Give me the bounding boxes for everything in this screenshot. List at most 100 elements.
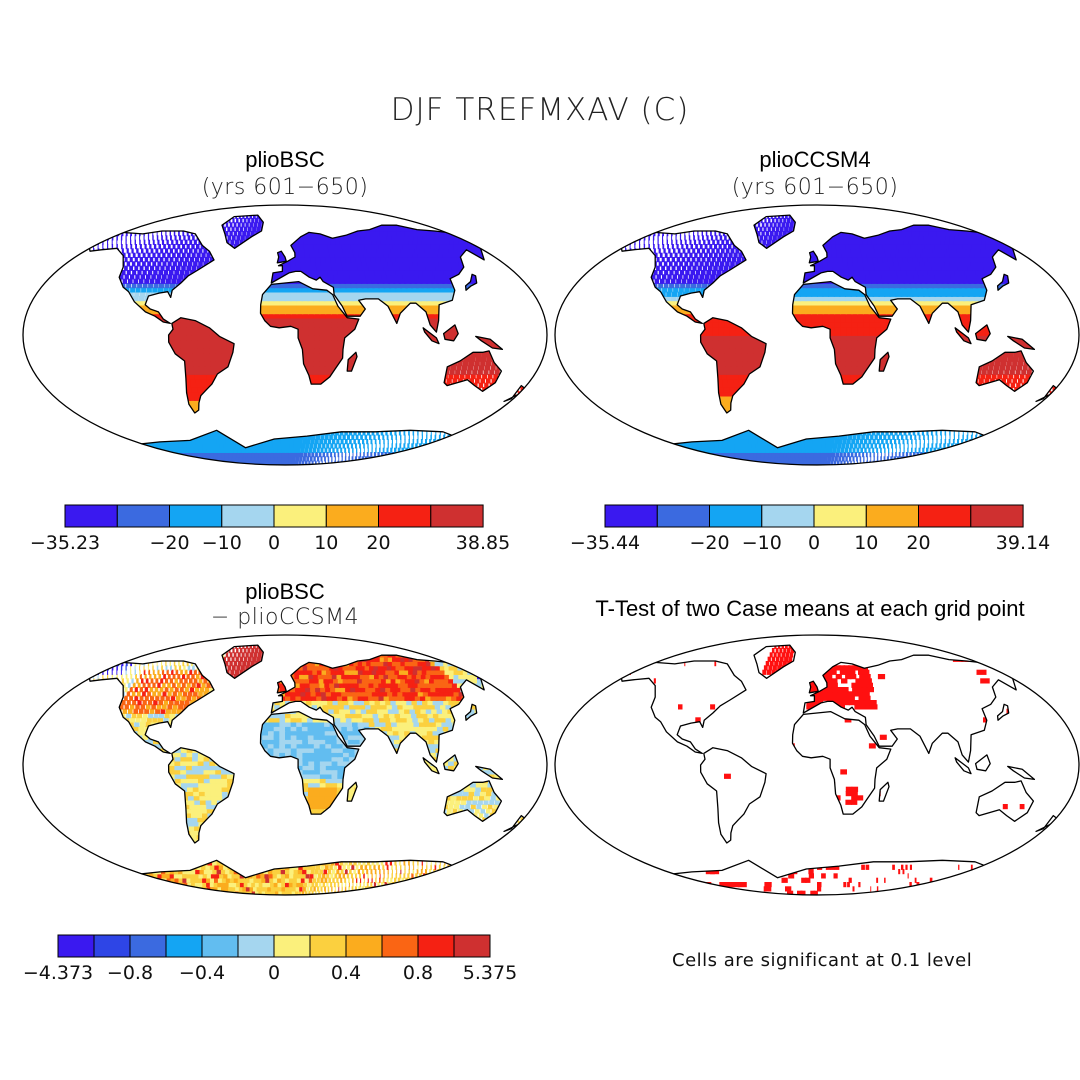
grid-cell (238, 322, 246, 328)
grid-cell (296, 382, 303, 388)
grid-cell (509, 313, 518, 319)
grid-cell (29, 344, 36, 349)
grid-cell (456, 231, 468, 237)
grid-cell (356, 452, 358, 458)
grid-cell (393, 365, 400, 371)
grid-cell (505, 257, 516, 263)
grid-cell (191, 387, 200, 393)
grid-cell (51, 292, 56, 297)
grid-cell (296, 452, 301, 458)
grid-cell (485, 257, 496, 263)
grid-cell (380, 374, 387, 380)
grid-cell (116, 339, 124, 345)
grid-cell (417, 434, 419, 440)
grid-cell (527, 357, 533, 362)
grid-cell (180, 330, 187, 336)
grid-cell (221, 270, 228, 276)
grid-cell (234, 300, 241, 306)
grid-cell (314, 326, 321, 332)
grid-cell (246, 421, 254, 427)
grid-cell (362, 265, 371, 271)
grid-cell (314, 252, 321, 258)
grid-cell (285, 335, 292, 341)
grid-cell (290, 261, 297, 267)
grid-cell (132, 270, 137, 276)
grid-cell (169, 400, 177, 406)
grid-cell (429, 421, 432, 427)
grid-cell (453, 261, 463, 267)
grid-cell (407, 408, 412, 414)
grid-cell (305, 460, 308, 465)
grid-cell (491, 421, 493, 427)
grid-cell (456, 265, 466, 271)
grid-cell (236, 434, 244, 440)
grid-cell (496, 248, 507, 254)
grid-cell (314, 343, 321, 349)
grid-cell (147, 361, 155, 367)
grid-cell (427, 452, 433, 458)
grid-cell (409, 265, 418, 271)
grid-cell (519, 291, 527, 297)
grid-cell (68, 305, 74, 310)
grid-cell (289, 226, 295, 232)
grid-cell (295, 408, 301, 414)
grid-cell (412, 261, 421, 267)
grid-cell (142, 261, 146, 267)
grid-cell (100, 400, 110, 406)
grid-cell (265, 417, 272, 423)
grid-cell (507, 278, 516, 284)
grid-cell (259, 261, 266, 267)
grid-cell (373, 287, 381, 293)
grid-cell (432, 369, 438, 375)
grid-cell (239, 369, 247, 375)
grid-cell (178, 274, 184, 280)
grid-cell (205, 270, 211, 276)
grid-cell (116, 222, 121, 228)
grid-cell (113, 382, 122, 388)
grid-cell (324, 434, 329, 440)
grid-cell (126, 369, 134, 375)
grid-cell (254, 452, 261, 458)
grid-cell (209, 343, 217, 349)
grid-cell (299, 417, 306, 423)
grid-cell (376, 408, 382, 414)
grid-cell (326, 239, 333, 245)
grid-cell (145, 421, 155, 427)
grid-cell (173, 231, 176, 237)
grid-cell (352, 296, 360, 302)
grid-cell (70, 326, 77, 331)
grid-cell (157, 430, 167, 436)
grid-cell (411, 460, 420, 465)
grid-cell (192, 356, 200, 362)
grid-cell (116, 235, 118, 241)
grid-cell (229, 222, 233, 228)
grid-cell (290, 378, 297, 384)
grid-cell (424, 447, 428, 453)
grid-cell (157, 352, 165, 358)
grid-cell (320, 408, 326, 414)
grid-cell (404, 365, 411, 371)
grid-cell (56, 309, 62, 314)
grid-cell (275, 460, 280, 465)
grid-cell (123, 356, 131, 362)
grid-cell (300, 404, 307, 410)
grid-cell (36, 370, 44, 375)
grid-cell (330, 304, 338, 310)
grid-cell (318, 248, 326, 254)
grid-cell (216, 270, 222, 276)
grid-cell (171, 391, 179, 397)
grid-cell (465, 296, 474, 302)
grid-cell (111, 408, 121, 414)
grid-cell (174, 235, 177, 241)
grid-cell (46, 331, 53, 336)
grid-cell (318, 291, 326, 297)
grid-cell (79, 279, 83, 284)
grid-cell (298, 430, 304, 436)
grid-cell (313, 296, 320, 302)
grid-cell (423, 460, 433, 465)
grid-cell (118, 404, 128, 410)
grid-cell (314, 335, 321, 341)
grid-cell (301, 374, 309, 380)
grid-cell (442, 252, 452, 258)
grid-cell (459, 400, 463, 406)
